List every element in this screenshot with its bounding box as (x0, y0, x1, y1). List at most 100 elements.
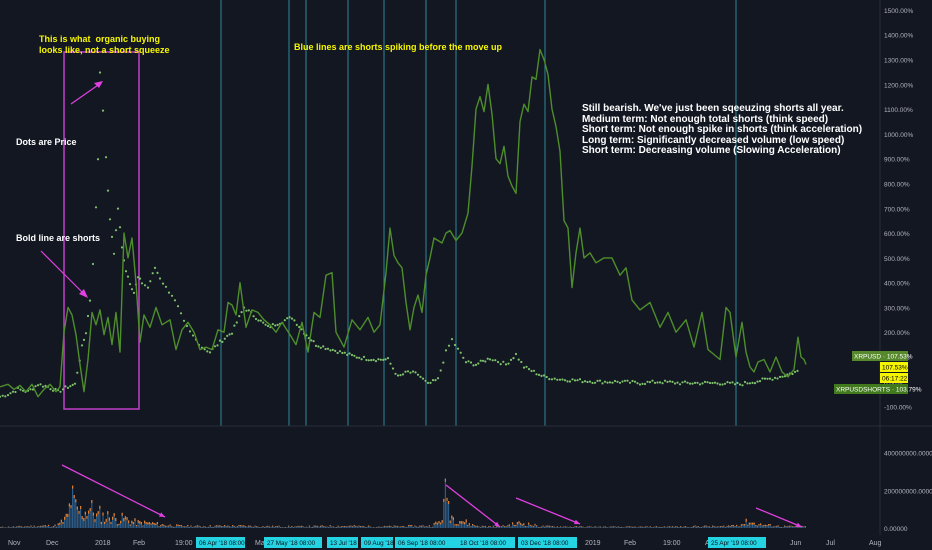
price-dot (389, 362, 392, 365)
price-dot (733, 383, 737, 386)
price-dot (550, 378, 554, 381)
volume-bar (732, 525, 734, 528)
volume-bar-cap (385, 526, 387, 527)
highlighted-date-tag (196, 537, 245, 548)
volume-bar-cap (150, 523, 152, 525)
price-dot (276, 323, 279, 326)
volume-bar-cap (446, 497, 448, 501)
volume-bar (712, 525, 714, 528)
volume-bar (17, 526, 19, 528)
price-dot (721, 383, 724, 386)
volume-bar-cap (27, 526, 29, 527)
volume-bar-cap (233, 525, 235, 527)
volume-bar-cap (44, 525, 46, 527)
time-axis-label: Jun (790, 540, 801, 547)
volume-bar-cap (774, 526, 776, 527)
price-dot (409, 371, 412, 374)
volume-bar-cap (396, 525, 398, 527)
volume-bar-cap (457, 524, 459, 526)
price-dot (591, 381, 594, 385)
blue-line-markers (220, 0, 737, 426)
volume-bar (49, 527, 51, 528)
volume-bar (212, 527, 214, 528)
volume-bar (132, 522, 134, 528)
volume-bar-cap (195, 525, 197, 527)
volume-bar-cap (403, 526, 405, 527)
volume-bar-cap (500, 526, 502, 527)
volume-bar (739, 526, 741, 528)
volume-bar (696, 526, 698, 528)
volume-bar-cap (428, 525, 430, 527)
volume-bar (308, 525, 310, 528)
volume-bar (83, 518, 85, 528)
volume-bar-cap (556, 526, 558, 527)
highlighted-date-tag (327, 537, 358, 548)
volume-bar (652, 527, 654, 528)
price-dot (384, 358, 387, 361)
price-dot (706, 381, 709, 384)
volume-bar-cap (97, 511, 99, 515)
volume-bar-cap (548, 525, 550, 527)
price-dot (317, 345, 320, 348)
price-dot (671, 380, 674, 383)
volume-bar (201, 527, 203, 528)
volume-bar (129, 524, 131, 528)
volume-bar (188, 527, 190, 528)
volume-bar-cap (420, 525, 422, 527)
price-dot (603, 380, 607, 383)
volume-bar (489, 526, 491, 528)
volume-bar (313, 525, 315, 528)
volume-bar (569, 526, 571, 528)
volume-bar (777, 525, 779, 528)
volume-bar-cap (363, 526, 365, 527)
volume-bar (78, 510, 80, 528)
volume-bar-cap (144, 520, 146, 524)
y-tick-label: 1400.00% (884, 33, 913, 40)
volume-bar-cap (617, 526, 619, 527)
price-dot (768, 377, 772, 380)
volume-bar (172, 526, 174, 528)
volume-bar-cap (248, 525, 250, 527)
volume-bar-cap (512, 522, 514, 525)
volume-bar (316, 525, 318, 528)
volume-bar-cap (320, 525, 322, 527)
price-dot (581, 381, 584, 384)
price-dot (431, 379, 435, 382)
volume-bar (208, 526, 210, 528)
volume-bar-cap (145, 522, 147, 525)
volume-bar (174, 526, 176, 528)
volume-bar-cap (249, 525, 251, 527)
volume-bar-cap (627, 526, 629, 527)
price-dot (693, 381, 697, 384)
volume-bar (588, 526, 590, 528)
volume-bar-cap (94, 519, 96, 523)
volume-bar (100, 521, 102, 528)
volume-bar (592, 527, 594, 528)
volume-bar (20, 526, 22, 528)
volume-bar (427, 526, 429, 528)
price-dot (4, 395, 7, 398)
volume-bar (305, 526, 307, 528)
volume-bar (552, 526, 554, 528)
price-dot (618, 381, 622, 384)
volume-bar (593, 526, 595, 528)
price-dot (661, 382, 664, 385)
volume-bar (105, 518, 107, 528)
price-dot (628, 381, 632, 384)
volume-bar-cap (704, 525, 706, 527)
price-dot (459, 351, 462, 354)
volume-bar-cap (750, 522, 752, 525)
price-dot (491, 359, 494, 362)
volume-bar-cap (508, 524, 510, 526)
volume-bar (137, 520, 139, 528)
volume-bar-cap (640, 526, 642, 528)
price-dot (61, 388, 65, 391)
price-dot (663, 379, 667, 382)
volume-bar-cap (465, 519, 467, 523)
volume-bar-cap (168, 525, 170, 527)
price-dot (98, 71, 102, 74)
volume-bar (14, 527, 16, 528)
volume-bar (278, 525, 280, 528)
y-tick-label: 1300.00% (884, 58, 913, 65)
volume-bar-cap (238, 525, 240, 526)
